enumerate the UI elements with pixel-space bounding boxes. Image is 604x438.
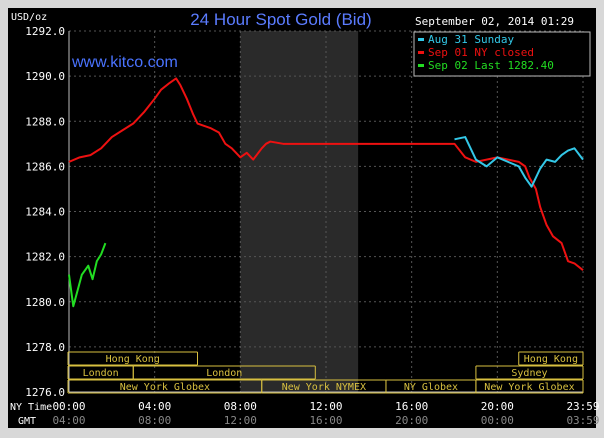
- x-tick-label-gmt: 12:00: [224, 414, 257, 427]
- x-tick-label-ny: 00:00: [52, 400, 85, 413]
- y-tick-label: 1278.0: [25, 341, 65, 354]
- chart-title: 24 Hour Spot Gold (Bid): [190, 10, 371, 29]
- x-tick-label-ny: 04:00: [138, 400, 171, 413]
- session-label: London: [83, 368, 119, 379]
- y-tick-label: 1276.0: [25, 386, 65, 399]
- x-tick-label-gmt: 00:00: [481, 414, 514, 427]
- y-tick-label: 1280.0: [25, 296, 65, 309]
- x-tick-label-gmt: 03:59: [566, 414, 599, 427]
- y-tick-label: 1292.0: [25, 25, 65, 38]
- market-sessions: Hong Kong Hong Kong London London Sydney New …: [67, 351, 584, 394]
- legend-entry: Aug 31 Sunday: [428, 33, 514, 46]
- x-tick-label-gmt: 20:00: [395, 414, 428, 427]
- watermark: www.kitco.com: [71, 54, 178, 71]
- session-label: Sydney: [511, 368, 547, 379]
- session-label: NY Globex: [404, 382, 458, 393]
- grid: [68, 30, 584, 393]
- y-tick-label: 1288.0: [25, 115, 65, 128]
- y-axis-label: USD/oz: [11, 12, 47, 23]
- session-label: New York NYMEX: [282, 382, 366, 393]
- x-tick-label-ny: 23:59: [566, 400, 599, 413]
- timestamp: September 02, 2014 01:29: [415, 15, 574, 28]
- legend-swatch: [418, 64, 424, 67]
- legend-box: [413, 31, 591, 77]
- y-tick-label: 1290.0: [25, 70, 65, 83]
- series-line-aug31: [454, 136, 584, 188]
- x-tick-label-ny: 12:00: [309, 400, 342, 413]
- x-tick-label-gmt: 08:00: [138, 414, 171, 427]
- y-tick-label: 1282.0: [25, 251, 65, 264]
- y-tick-label: 1284.0: [25, 206, 65, 219]
- x-tick-label-gmt: 04:00: [52, 414, 85, 427]
- x-axis-ticks: 00:00 04:00 08:00 12:00 16:00 20:00 23:5904:00…: [52, 400, 599, 427]
- series-line-sep01: [68, 77, 584, 271]
- legend-swatch: [418, 38, 424, 41]
- price-series: [68, 77, 584, 308]
- ny-time-label: NY Time: [10, 402, 52, 413]
- y-axis-ticks: 1276.0 1278.0 1280.0 1282.0 1284.0 1286.0 1288…: [25, 25, 65, 399]
- series-line-sep02: [68, 242, 107, 308]
- session-label: Hong Kong: [524, 354, 578, 365]
- x-tick-label-ny: 08:00: [224, 400, 257, 413]
- legend-entry: Sep 01 NY closed: [428, 46, 534, 59]
- session-label: New York Globex: [120, 382, 210, 393]
- session-label: London: [206, 368, 242, 379]
- gmt-label: GMT: [18, 416, 36, 427]
- session-label: New York Globex: [484, 382, 574, 393]
- legend-swatch: [418, 51, 424, 54]
- x-tick-label-ny: 16:00: [395, 400, 428, 413]
- y-tick-label: 1286.0: [25, 160, 65, 173]
- legend-entry: Sep 02 Last 1282.40: [428, 59, 554, 72]
- session-label: Hong Kong: [106, 354, 160, 365]
- x-tick-label-ny: 20:00: [481, 400, 514, 413]
- x-tick-label-gmt: 16:00: [309, 414, 342, 427]
